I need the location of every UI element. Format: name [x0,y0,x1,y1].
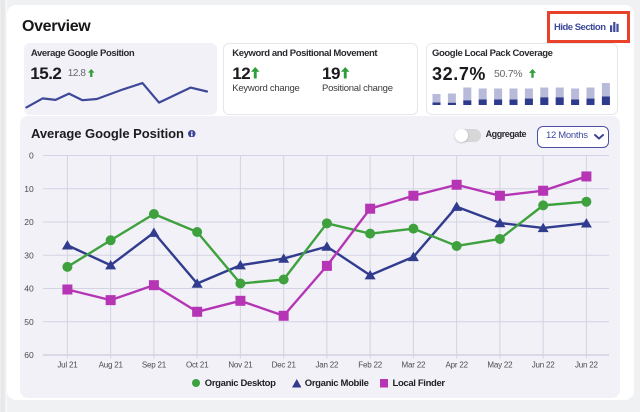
svg-text:20: 20 [24,217,34,227]
svg-text:40: 40 [24,284,34,294]
svg-text:10: 10 [24,184,34,194]
svg-text:May 22: May 22 [487,360,513,369]
svg-text:Apr 22: Apr 22 [445,360,468,369]
svg-text:Jun 22: Jun 22 [575,360,599,369]
svg-text:Dec 21: Dec 21 [272,360,297,369]
svg-text:50: 50 [24,317,34,327]
svg-text:Jun 22: Jun 22 [532,360,556,369]
svg-text:0: 0 [29,151,34,161]
svg-text:Jul 21: Jul 21 [57,360,78,369]
svg-text:Jan 22: Jan 22 [315,360,339,369]
svg-text:Mar 22: Mar 22 [402,360,426,369]
svg-text:Aug 21: Aug 21 [99,360,124,369]
svg-text:Sep 21: Sep 21 [142,360,167,369]
svg-text:Feb 22: Feb 22 [358,360,382,369]
svg-text:30: 30 [24,250,34,260]
svg-text:Nov 21: Nov 21 [228,360,253,369]
svg-text:Oct 21: Oct 21 [186,360,209,369]
svg-text:60: 60 [24,350,34,360]
